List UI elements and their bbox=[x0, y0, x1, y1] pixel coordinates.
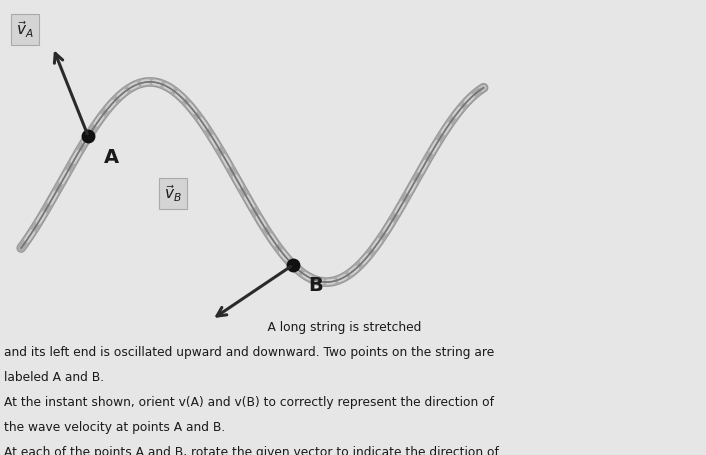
Text: $\vec{v}_A$: $\vec{v}_A$ bbox=[16, 19, 34, 40]
Text: the wave velocity at points A and B.: the wave velocity at points A and B. bbox=[4, 421, 225, 434]
Text: $\vec{v}_B$: $\vec{v}_B$ bbox=[164, 183, 182, 204]
Text: A long string is stretched: A long string is stretched bbox=[4, 321, 421, 334]
Text: A: A bbox=[104, 148, 119, 167]
Text: At the instant shown, orient v(A) and v(B) to correctly represent the direction : At the instant shown, orient v(A) and v(… bbox=[4, 396, 493, 409]
Text: B: B bbox=[309, 276, 323, 295]
Text: labeled A and B.: labeled A and B. bbox=[4, 371, 104, 384]
Text: At each of the points A and B, rotate the given vector to indicate the direction: At each of the points A and B, rotate th… bbox=[4, 446, 498, 455]
Text: and its left end is oscillated upward and downward. Two points on the string are: and its left end is oscillated upward an… bbox=[4, 346, 493, 359]
